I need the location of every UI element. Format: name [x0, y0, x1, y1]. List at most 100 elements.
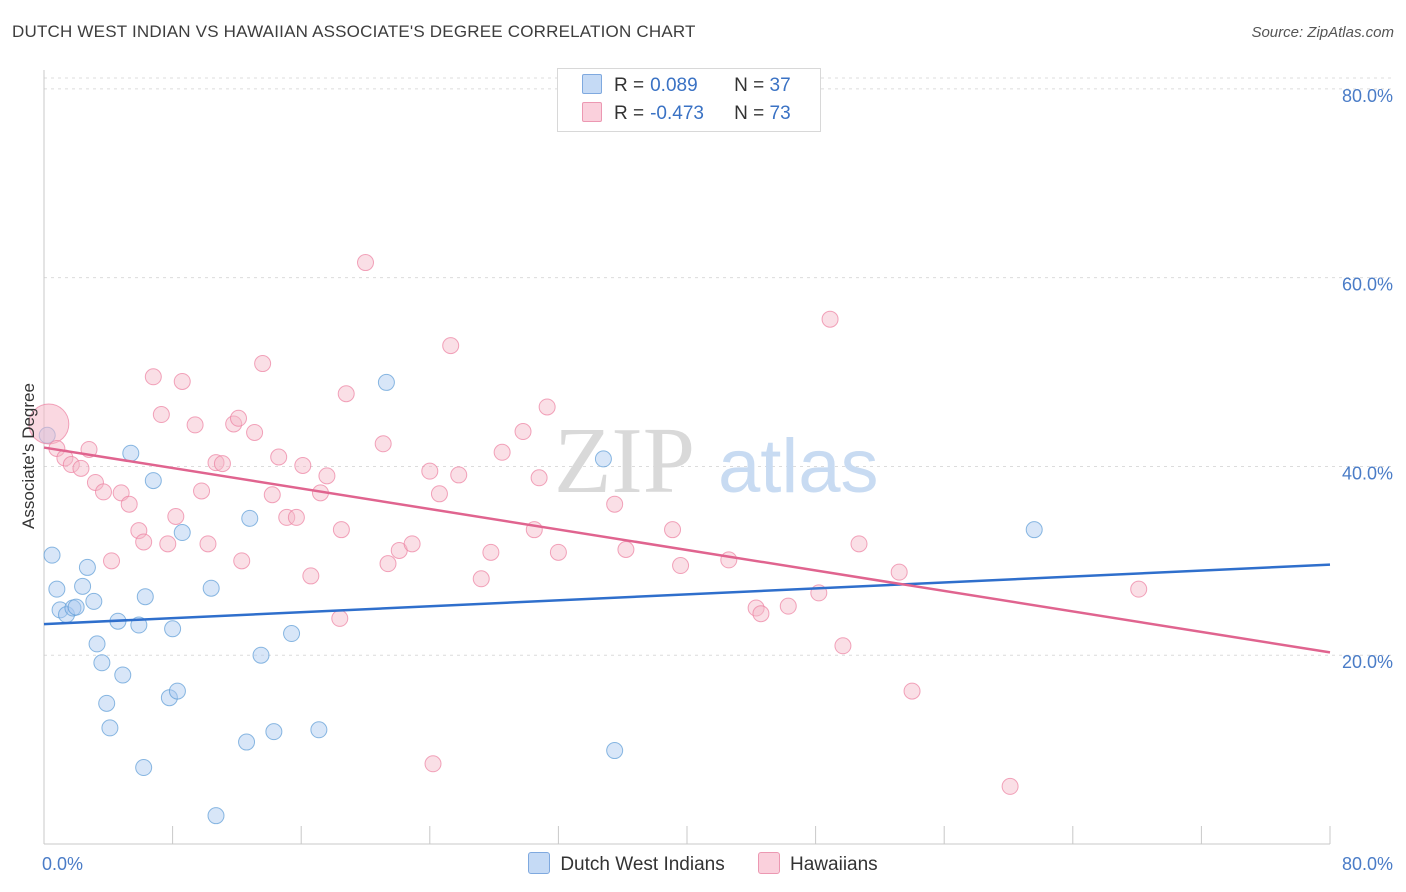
data-point — [530, 469, 548, 487]
series-swatch-pink — [758, 852, 781, 874]
data-point — [144, 472, 162, 490]
data-point — [173, 372, 191, 390]
data-point — [254, 355, 272, 373]
legend-r-label: R = — [614, 103, 645, 124]
data-points — [28, 254, 1148, 825]
data-point — [246, 423, 264, 441]
data-point — [186, 416, 204, 434]
data-point — [233, 552, 251, 570]
data-point — [120, 495, 138, 513]
data-point — [164, 620, 182, 638]
data-point — [278, 508, 296, 526]
data-point — [72, 459, 90, 477]
legend-n-value: 73 — [769, 103, 791, 124]
data-point — [617, 541, 635, 559]
data-point — [903, 682, 921, 700]
data-point — [482, 543, 500, 561]
data-point — [230, 409, 248, 427]
data-point — [374, 435, 392, 453]
data-point — [130, 522, 148, 540]
source-credit: Source: ZipAtlas.com — [1251, 24, 1394, 41]
chart-title: DUTCH WEST INDIAN VS HAWAIIAN ASSOCIATE'… — [12, 22, 696, 41]
data-point — [450, 466, 468, 484]
data-point — [379, 555, 397, 573]
data-point — [168, 682, 186, 700]
data-point — [664, 521, 682, 539]
data-point — [238, 733, 256, 751]
data-point — [377, 373, 395, 391]
data-point — [48, 580, 66, 598]
data-point — [821, 310, 839, 328]
data-point — [890, 563, 908, 581]
data-point — [159, 535, 177, 553]
data-point — [263, 486, 281, 504]
series-legend: Dutch West Indians Hawaiians — [0, 852, 1406, 876]
data-point — [62, 456, 80, 474]
data-point — [78, 558, 96, 576]
data-point — [114, 666, 132, 684]
data-point — [98, 694, 116, 712]
data-point — [287, 508, 305, 526]
data-point — [135, 533, 153, 551]
axes — [43, 70, 1331, 845]
data-point — [1130, 580, 1148, 598]
data-point — [225, 415, 243, 433]
legend-n-label: N = — [734, 103, 765, 124]
data-point — [207, 454, 225, 472]
data-point — [747, 599, 765, 617]
data-point — [442, 337, 460, 355]
legend-swatch-blue — [582, 74, 602, 94]
data-point — [672, 557, 690, 575]
data-point — [332, 521, 350, 539]
y-axis-title: Associate's Degree — [19, 383, 38, 529]
legend-row-hawaiians: R = -0.473 N = 73 — [582, 102, 791, 128]
series-swatch-blue — [528, 852, 551, 874]
legend-r-value: -0.473 — [650, 103, 704, 124]
data-point — [403, 535, 421, 553]
data-point — [1025, 521, 1043, 539]
data-point — [122, 444, 140, 462]
data-point — [421, 462, 439, 480]
legend-n-value: 37 — [769, 75, 791, 96]
trend-line-series-0 — [43, 563, 1331, 626]
data-point — [103, 552, 121, 570]
data-point — [331, 609, 349, 627]
data-point — [472, 570, 490, 588]
data-point — [318, 467, 336, 485]
watermark-zip: ZIP — [554, 409, 695, 513]
data-point — [199, 535, 217, 553]
tick-labels: 20.0% 40.0% 60.0% 80.0% 0.0% 80.0% — [42, 86, 1393, 874]
legend-n-label: N = — [734, 75, 765, 96]
data-point — [720, 551, 738, 569]
data-point — [424, 755, 442, 773]
legend-r-label: R = — [614, 75, 645, 96]
data-point — [173, 524, 191, 542]
data-point — [270, 448, 288, 466]
data-point — [144, 368, 162, 386]
series-1-points — [28, 254, 1148, 795]
y-tick-label: 20.0% — [1342, 652, 1393, 672]
data-point — [514, 423, 532, 441]
trend-lines — [43, 446, 1331, 654]
data-point — [74, 577, 92, 595]
data-point — [606, 742, 624, 760]
data-point — [85, 592, 103, 610]
data-point — [493, 443, 511, 461]
data-point — [752, 605, 770, 623]
data-point — [43, 546, 61, 564]
data-point — [265, 723, 283, 741]
data-point — [193, 482, 211, 500]
y-tick-label: 80.0% — [1342, 86, 1393, 106]
data-point — [834, 637, 852, 655]
data-point — [28, 403, 70, 445]
y-tick-label: 40.0% — [1342, 463, 1393, 483]
data-point — [152, 406, 170, 424]
watermark: ZIP atlas — [554, 409, 879, 513]
data-point — [94, 483, 112, 501]
data-point — [93, 654, 111, 672]
data-point — [549, 543, 567, 561]
data-point — [310, 721, 328, 739]
series-label: Dutch West Indians — [560, 854, 725, 875]
data-point — [136, 588, 154, 606]
